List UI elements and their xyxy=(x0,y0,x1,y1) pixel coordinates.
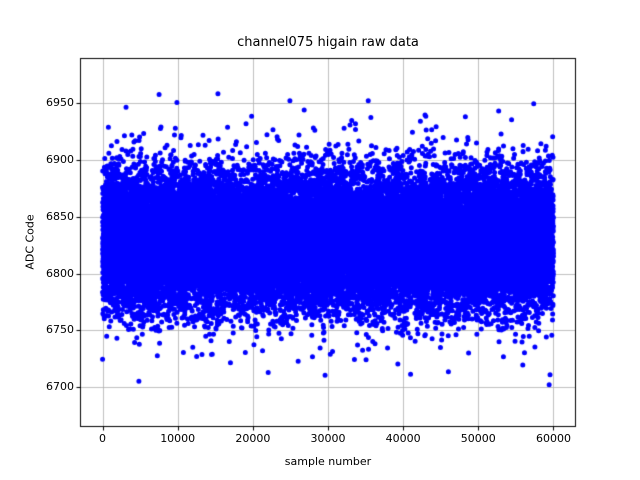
x-tick-label: 50000 xyxy=(460,432,496,445)
x-tick-label: 40000 xyxy=(385,432,421,445)
chart-title: channel075 higain raw data xyxy=(237,35,419,50)
x-tick-label: 60000 xyxy=(535,432,571,445)
y-tick-label: 6700 xyxy=(46,380,74,394)
x-axis-label: sample number xyxy=(284,455,372,468)
x-tick-label: 20000 xyxy=(235,432,271,445)
x-tick-label: 0 xyxy=(99,432,107,445)
y-tick-label: 6950 xyxy=(46,96,74,110)
y-tick-label: 6900 xyxy=(46,153,74,167)
y-tick-label: 6750 xyxy=(46,323,74,337)
y-tick-label: 6800 xyxy=(46,266,74,280)
y-tick-label: 6850 xyxy=(46,209,74,223)
x-tick-label: 30000 xyxy=(310,432,346,445)
x-tick-label: 10000 xyxy=(160,432,196,445)
